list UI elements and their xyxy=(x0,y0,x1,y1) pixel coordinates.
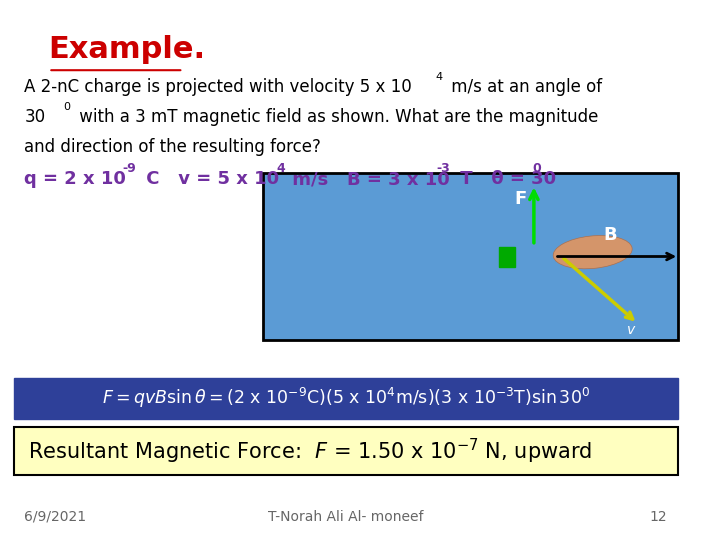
Ellipse shape xyxy=(553,235,632,269)
Text: T   θ = 30: T θ = 30 xyxy=(454,170,557,188)
Text: 30: 30 xyxy=(24,108,45,126)
Text: Example.: Example. xyxy=(48,35,205,64)
Text: 0: 0 xyxy=(63,102,71,112)
Text: -3: -3 xyxy=(436,162,450,175)
Text: 6/9/2021: 6/9/2021 xyxy=(24,510,86,524)
FancyBboxPatch shape xyxy=(499,247,515,267)
Text: with a 3 mT magnetic field as shown. What are the magnitude: with a 3 mT magnetic field as shown. Wha… xyxy=(74,108,598,126)
FancyBboxPatch shape xyxy=(14,427,678,475)
Text: m/s at an angle of: m/s at an angle of xyxy=(446,78,602,96)
Text: B: B xyxy=(603,226,616,245)
Text: 4: 4 xyxy=(276,162,285,175)
Text: T-Norah Ali Al- moneef: T-Norah Ali Al- moneef xyxy=(268,510,423,524)
Text: Resultant Magnetic Force:  $F$ = 1.50 x 10$^{-7}$ N, upward: Resultant Magnetic Force: $F$ = 1.50 x 1… xyxy=(27,436,592,465)
Text: -9: -9 xyxy=(122,162,136,175)
Text: C   v = 5 x 10: C v = 5 x 10 xyxy=(140,170,279,188)
Text: and direction of the resulting force?: and direction of the resulting force? xyxy=(24,138,321,156)
FancyBboxPatch shape xyxy=(263,173,678,340)
Text: 4: 4 xyxy=(436,72,443,82)
Text: q = 2 x 10: q = 2 x 10 xyxy=(24,170,126,188)
Text: v: v xyxy=(627,323,636,338)
Text: m/s   B = 3 x 10: m/s B = 3 x 10 xyxy=(286,170,449,188)
Text: 0: 0 xyxy=(533,162,541,175)
Text: 12: 12 xyxy=(649,510,667,524)
Text: $F = qvB\sin\theta = (2\ \mathrm{x}\ 10^{-9}\mathrm{C})(5\ \mathrm{x}\ 10^{4}\ma: $F = qvB\sin\theta = (2\ \mathrm{x}\ 10^… xyxy=(102,386,590,410)
FancyBboxPatch shape xyxy=(14,378,678,419)
Text: F: F xyxy=(515,190,527,207)
Text: A 2-nC charge is projected with velocity 5 x 10: A 2-nC charge is projected with velocity… xyxy=(24,78,412,96)
